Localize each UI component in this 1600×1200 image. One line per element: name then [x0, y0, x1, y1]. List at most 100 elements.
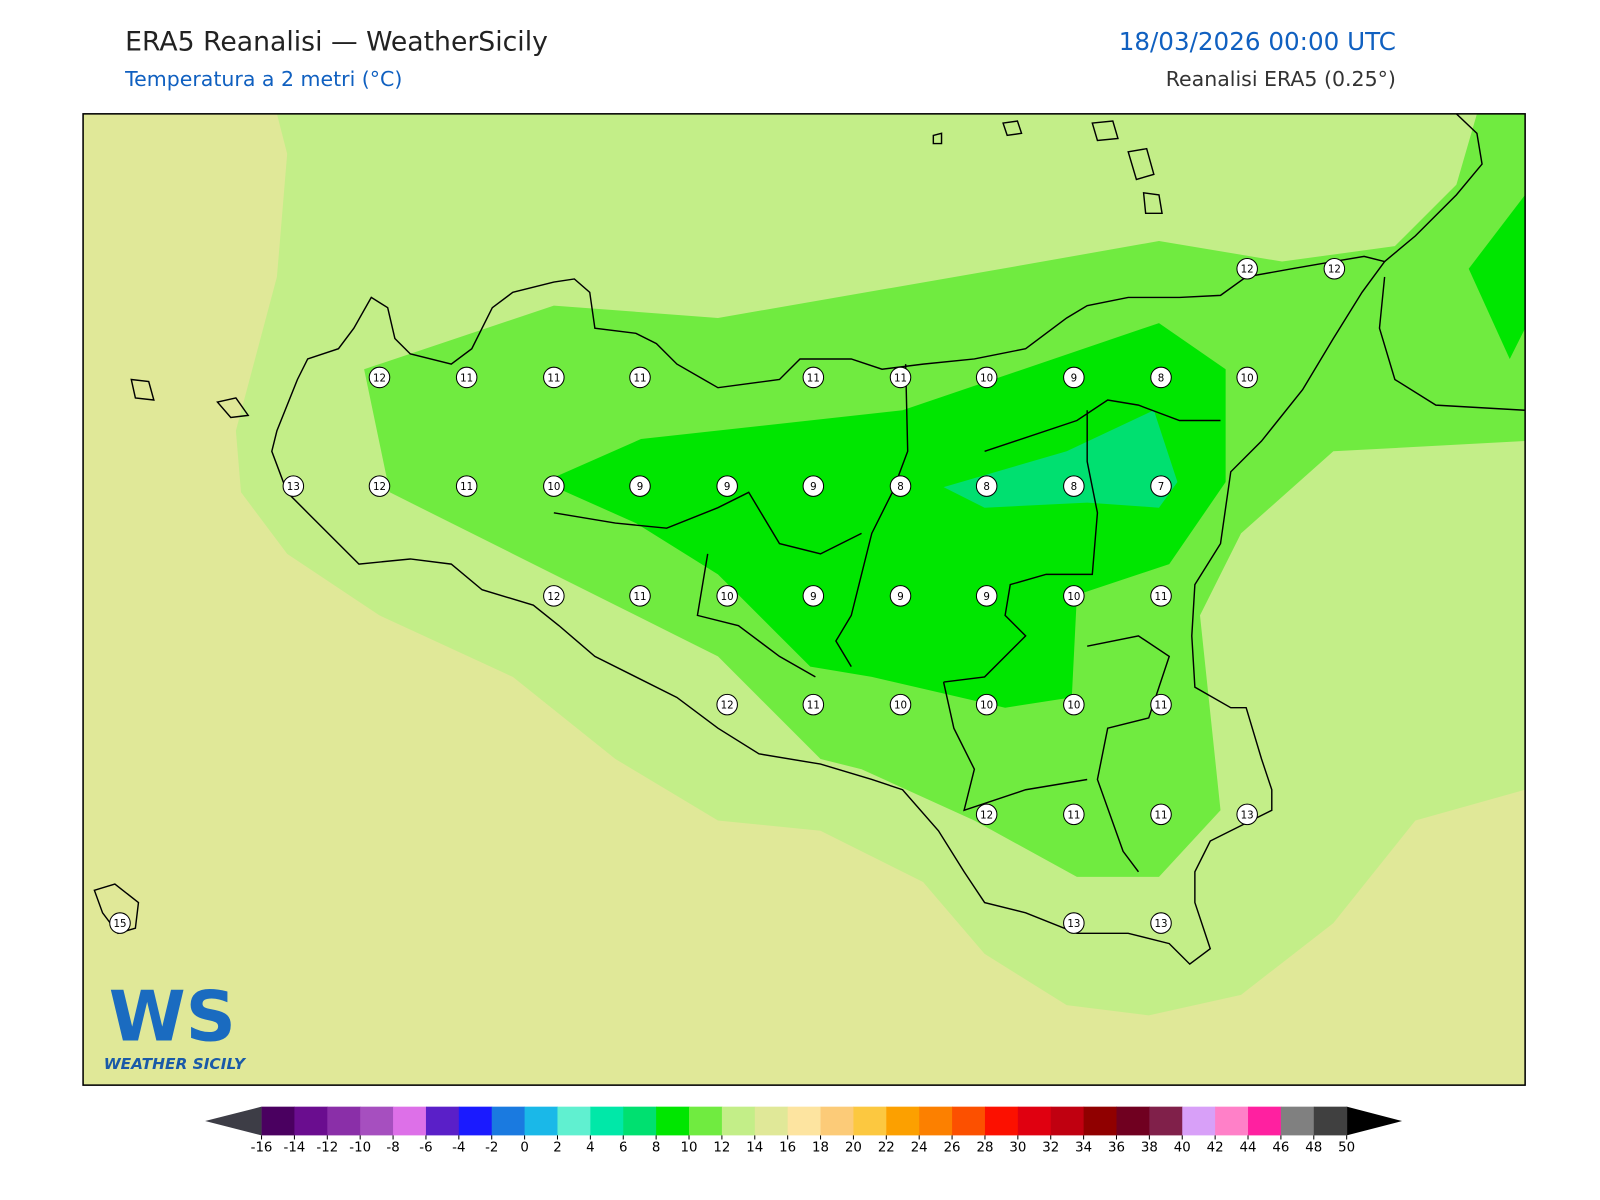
- colorbar-tick-label: 2: [553, 1141, 561, 1156]
- colorbar-tick-label: -4: [452, 1141, 465, 1156]
- station-marker: [1063, 912, 1085, 934]
- station-value: 12: [721, 700, 734, 712]
- colorbar-bin: [590, 1106, 624, 1136]
- colorbar-bin: [1050, 1106, 1085, 1136]
- colorbar-tick-label: -8: [386, 1141, 399, 1156]
- logo-mark: WS: [109, 977, 236, 1058]
- stations: 12 12 12 11 11 11 11 11 10 9 8 10 13 12 11 10 9 9 9 8 8 8 7 12 1…: [109, 257, 1346, 934]
- colorbar-tick-label: 44: [1240, 1141, 1257, 1156]
- colorbar-tick-label: 28: [976, 1141, 993, 1156]
- colorbar-bin: [327, 1106, 361, 1136]
- station-value: 10: [980, 372, 993, 384]
- station-value: 11: [633, 591, 646, 603]
- colorbar-bin: [294, 1106, 328, 1136]
- station-marker: [716, 693, 738, 716]
- station-marker: [543, 366, 565, 389]
- colorbar-tick-label: 50: [1338, 1141, 1355, 1156]
- station-value: 8: [983, 481, 990, 493]
- station-marker: [543, 585, 565, 607]
- map: 12 12 12 11 11 11 11 11 10 9 8 10 13 12 11 10 9 9 9 8 8 8 7 12 1…: [83, 113, 1526, 1086]
- colorbar-bin: [1017, 1106, 1052, 1136]
- station-marker: [802, 475, 825, 497]
- station-marker: [629, 585, 651, 607]
- station-value: 12: [547, 591, 560, 603]
- colorbar-bin: [261, 1106, 295, 1136]
- station-marker: [889, 475, 912, 497]
- station-value: 8: [1158, 372, 1165, 384]
- colorbar-bin: [689, 1106, 723, 1136]
- station-value: 11: [894, 372, 907, 384]
- logo-text: WEATHER SICILY: [104, 1055, 247, 1073]
- colorbar-bin: [557, 1106, 591, 1136]
- colorbar-bin: [1182, 1106, 1216, 1136]
- colorbar-tick-label: 6: [619, 1141, 627, 1156]
- station-value: 13: [287, 481, 300, 493]
- station-marker: [109, 912, 131, 934]
- station-marker: [889, 585, 912, 607]
- colorbar-tick-label: 32: [1042, 1141, 1059, 1156]
- station-marker: [368, 366, 391, 389]
- colorbar-tick-label: 34: [1075, 1141, 1092, 1156]
- colorbar-bin: [425, 1106, 460, 1136]
- station-value: 10: [1067, 700, 1080, 712]
- coastline: [93, 113, 1526, 966]
- colorbar-bin: [952, 1106, 986, 1136]
- colorbar-tick-label: 36: [1108, 1141, 1125, 1156]
- contour: [1468, 194, 1526, 359]
- colorbar-bin: [754, 1106, 789, 1136]
- colorbar-bin: [623, 1106, 657, 1136]
- title: ERA5 Reanalisi — WeatherSicily: [125, 27, 548, 58]
- station-marker: [889, 366, 912, 389]
- colorbar-tick-label: 42: [1207, 1141, 1224, 1156]
- colorbar-bin: [524, 1106, 558, 1136]
- station-marker: [1063, 693, 1085, 716]
- colorbar-bin: [1083, 1106, 1118, 1136]
- date: 18/03/2026 00:00 UTC: [1119, 27, 1396, 56]
- colorbar-bin: [1215, 1106, 1249, 1136]
- station-value: 11: [807, 700, 820, 712]
- colorbar-tick-label: 4: [586, 1141, 594, 1156]
- station-value: 11: [633, 372, 646, 384]
- station-value: 10: [894, 700, 907, 712]
- contour: [543, 323, 1226, 708]
- station-value: 12: [1328, 264, 1341, 276]
- station-value: 10: [980, 700, 993, 712]
- station-value: 10: [1241, 372, 1254, 384]
- colorbar-tick-label: 14: [746, 1141, 763, 1156]
- station-value: 12: [980, 809, 993, 821]
- station-marker: [1236, 257, 1258, 280]
- station-value: 9: [897, 591, 904, 603]
- station-marker: [975, 366, 998, 389]
- station-marker: [1150, 803, 1172, 826]
- colorbar-bin: [1149, 1106, 1183, 1136]
- colorbar-tick-label: 10: [681, 1141, 698, 1156]
- colorbar-bin: [919, 1106, 953, 1136]
- station-value: 11: [807, 372, 820, 384]
- colorbar-tick-label: -16: [251, 1141, 273, 1156]
- colorbar-tick-label: 0: [520, 1141, 528, 1156]
- colorbar-over: [1346, 1106, 1403, 1136]
- station-value: 10: [1067, 591, 1080, 603]
- colorbar-tick-label: 22: [878, 1141, 895, 1156]
- colorbar-bin: [853, 1106, 887, 1136]
- station-value: 9: [724, 481, 731, 493]
- station-value: 8: [1071, 481, 1078, 493]
- map-frame: [82, 113, 1526, 1086]
- colorbar-tick-label: -12: [316, 1141, 338, 1156]
- colorbar-bin: [1116, 1106, 1150, 1136]
- colorbar-bin: [1313, 1106, 1348, 1136]
- colorbar-bin: [393, 1106, 427, 1136]
- station-value: 10: [547, 481, 560, 493]
- contour: [1330, 589, 1429, 605]
- colorbar-bin: [1280, 1106, 1315, 1136]
- colorbar-tick-label: 16: [779, 1141, 796, 1156]
- colorbar-bin: [820, 1106, 854, 1136]
- station-value: 8: [897, 481, 904, 493]
- colorbar-tick-label: 48: [1305, 1141, 1322, 1156]
- station-marker: [282, 475, 305, 497]
- colorbar-tick-label: 12: [713, 1141, 730, 1156]
- station-value: 10: [721, 591, 734, 603]
- station-marker: [802, 693, 825, 716]
- station-marker: [802, 366, 825, 389]
- colorbar-under: [205, 1106, 262, 1136]
